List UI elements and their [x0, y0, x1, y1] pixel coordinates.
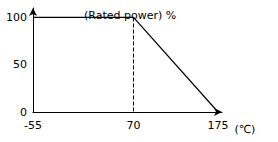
svg-text:100: 100	[6, 11, 27, 24]
svg-text:-55: -55	[24, 119, 42, 132]
svg-text:(Rated power) %: (Rated power) %	[84, 9, 176, 22]
svg-text:50: 50	[13, 58, 27, 71]
svg-text:(℃): (℃)	[234, 123, 255, 136]
svg-text:175: 175	[207, 119, 228, 132]
svg-text:70: 70	[127, 119, 141, 132]
svg-text:0: 0	[20, 106, 27, 119]
